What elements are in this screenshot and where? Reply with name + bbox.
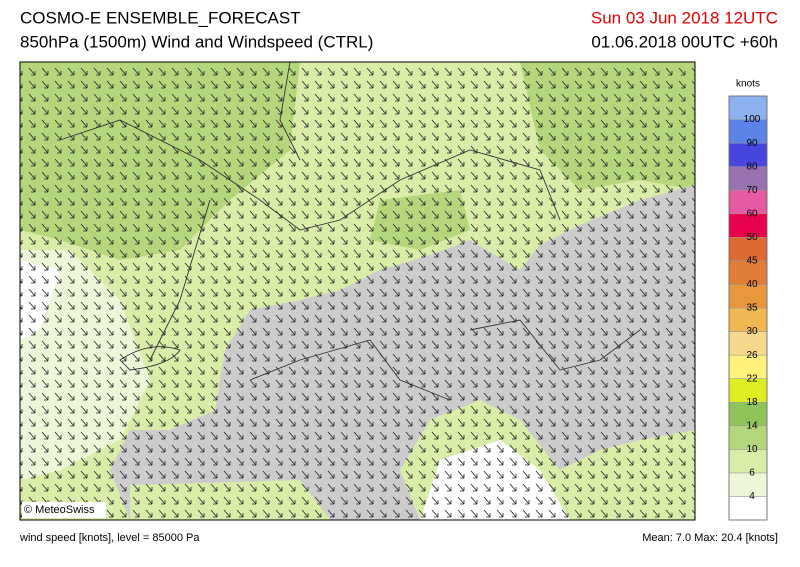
footer-right: Mean: 7.0 Max: 20.4 [knots] [642, 532, 778, 544]
border [59, 62, 641, 401]
legend-tick-label: 100 [744, 114, 761, 125]
legend-unit: knots [736, 79, 760, 90]
color-bin [728, 472, 768, 497]
legend-tick-label: 14 [746, 420, 758, 431]
color-bin [728, 496, 768, 521]
run-time: 01.06.2018 00UTC +60h [591, 32, 778, 51]
legend-tick-label: 40 [746, 279, 758, 290]
legend-tick-label: 6 [749, 468, 755, 479]
credit-box [22, 502, 106, 518]
footer-left: wind speed [knots], level = 85000 Pa [19, 532, 200, 544]
colorbar-frame [728, 95, 768, 521]
legend-tick-label: 70 [746, 185, 758, 196]
legend: 4 6 10 14 18 22 26 30 35 40 45 50 60 70 80 90 100 [728, 95, 768, 521]
legend-tick-label: 50 [746, 232, 758, 243]
legend-tick-label: 4 [749, 491, 755, 502]
legend-tick-label: 22 [746, 373, 758, 384]
legend-tick-label: 35 [746, 303, 758, 314]
legend-tick-label: 60 [746, 208, 758, 219]
legend-tick-label: 80 [746, 161, 758, 172]
valid-time: Sun 03 Jun 2018 12UTC [591, 8, 778, 27]
legend-tick-label: 18 [746, 397, 758, 408]
legend-tick-label: 30 [746, 326, 758, 337]
title: COSMO-E ENSEMBLE_FORECAST [20, 8, 301, 27]
legend-tick-label: 45 [746, 256, 758, 267]
subtitle: 850hPa (1500m) Wind and Windspeed (CTRL) [20, 32, 373, 51]
map [20, 62, 695, 520]
map-frame [19, 61, 696, 521]
legend-tick-label: 90 [746, 138, 758, 149]
wind-arrows [20, 62, 695, 520]
legend-tick-label: 26 [746, 350, 758, 361]
legend-tick-label: 10 [746, 444, 758, 455]
lake [119, 346, 181, 371]
credit: © MeteoSwiss [24, 504, 95, 516]
